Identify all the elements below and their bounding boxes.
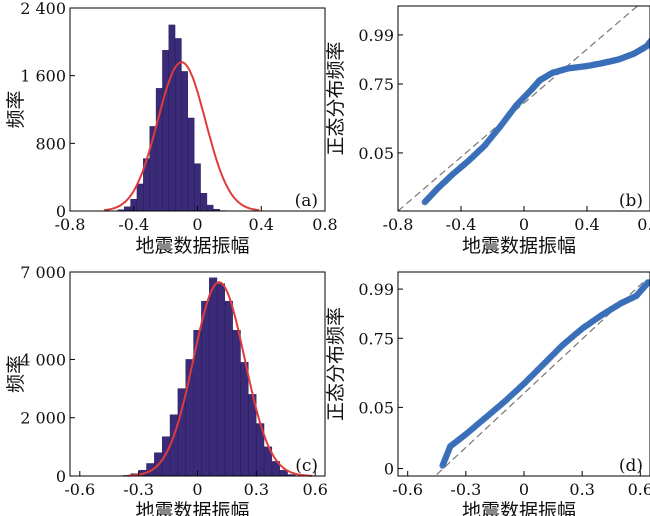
y-tick-label: 0 xyxy=(56,467,66,486)
y-tick-label: 0.75 xyxy=(358,75,394,94)
x-axis-label: 地震数据振幅 xyxy=(462,500,576,516)
x-tick-label: -0.8 xyxy=(55,215,86,234)
x-tick-label: 0.4 xyxy=(574,215,599,234)
x-tick-label: 0.6 xyxy=(628,480,650,499)
x-tick-label: -0.4 xyxy=(446,215,477,234)
histogram-bar xyxy=(168,24,176,212)
x-tick-label: -0.6 xyxy=(392,480,423,499)
y-tick-label: 7 000 xyxy=(20,263,66,282)
y-axis-label: 正态分布频率 xyxy=(325,307,347,421)
qq-point xyxy=(644,279,650,286)
x-tick-label: 0 xyxy=(192,480,202,499)
panel-a-histogram: 0 800 1 600 2 400 频率 -0.8 -0.4 0 0.4 0.8 地震数据振幅 (a) xyxy=(5,0,338,257)
y-tick-label: 0.75 xyxy=(358,329,394,348)
histogram-bar xyxy=(181,71,189,212)
histogram-bar xyxy=(232,330,241,477)
x-tick-label: -0.4 xyxy=(118,215,149,234)
x-tick-label: 0.6 xyxy=(302,480,327,499)
histogram-bar xyxy=(224,300,233,477)
x-axis-label: 地震数据振幅 xyxy=(135,500,249,516)
x-tick-label: 0.8 xyxy=(312,215,337,234)
histogram-bar xyxy=(187,117,195,212)
x-tick-label: -0.8 xyxy=(383,215,414,234)
reference-line xyxy=(436,279,647,475)
panel-label: (c) xyxy=(295,456,318,476)
y-tick-label: 0.99 xyxy=(358,26,394,45)
y-axis-label: 正态分布频率 xyxy=(325,41,347,155)
plot-frame xyxy=(397,5,650,212)
histogram-bar xyxy=(123,206,131,212)
panel-label: (d) xyxy=(619,456,643,476)
x-tick-label: 0.8 xyxy=(637,215,650,234)
x-tick-label: 0.4 xyxy=(249,215,274,234)
y-tick-label: 4 000 xyxy=(20,350,66,369)
x-tick-label: 0 xyxy=(519,480,529,499)
y-tick-label: 2 400 xyxy=(20,0,66,18)
y-tick-label: 1 600 xyxy=(20,67,66,86)
panel-label: (a) xyxy=(295,191,318,211)
x-tick-label: -0.3 xyxy=(450,480,481,499)
histogram-bar xyxy=(194,163,201,212)
x-axis-label: 地震数据振幅 xyxy=(135,235,249,257)
normal-fit-curve xyxy=(103,61,260,212)
y-tick-label: 0.05 xyxy=(358,398,394,417)
y-tick-label: 0.99 xyxy=(358,280,394,299)
y-tick-label: 0 xyxy=(56,202,66,221)
y-tick-label: 0 xyxy=(384,460,394,479)
y-tick-label: 800 xyxy=(35,134,66,153)
histogram-bar xyxy=(136,183,144,212)
normal-fit-curve xyxy=(127,281,313,477)
x-tick-label: 0.3 xyxy=(569,480,594,499)
histogram-bar xyxy=(240,362,249,477)
x-tick-label: 0 xyxy=(519,215,529,234)
y-tick-label: 2 000 xyxy=(20,409,66,428)
histogram-bar xyxy=(216,283,226,477)
plot-frame xyxy=(397,271,650,477)
panel-b-qq-plot: 0.05 0.75 0.99 正态分布频率 -0.8 -0.4 0 0.4 0.8 地震数据振幅 (… xyxy=(325,5,650,257)
histogram-bar xyxy=(201,300,210,477)
histogram-bar xyxy=(162,50,169,212)
histogram-bar xyxy=(200,193,208,212)
histogram-bar xyxy=(169,414,178,477)
x-tick-label: -0.3 xyxy=(123,480,154,499)
x-axis-label: 地震数据振幅 xyxy=(462,235,576,257)
x-tick-label: 0 xyxy=(192,215,202,234)
panel-c-histogram: 0 2 000 4 000 7 000 频率 -0.6 -0.3 0 0.3 0.6 地震数据振幅 (… xyxy=(5,263,328,516)
y-axis-label: 频率 xyxy=(5,355,27,393)
histogram-bar xyxy=(209,277,218,477)
panel-label: (b) xyxy=(619,191,643,211)
y-tick-label: 0.05 xyxy=(358,144,394,163)
x-tick-label: 0.3 xyxy=(244,480,269,499)
histogram-bar xyxy=(206,204,214,212)
panel-d-qq-plot: 0 0.05 0.75 0.99 正态分布频率 -0.6 -0.3 0 0.3 0.6 地震数据振幅… xyxy=(325,271,650,516)
y-axis-label: 频率 xyxy=(5,90,27,128)
x-tick-label: -0.6 xyxy=(64,480,95,499)
